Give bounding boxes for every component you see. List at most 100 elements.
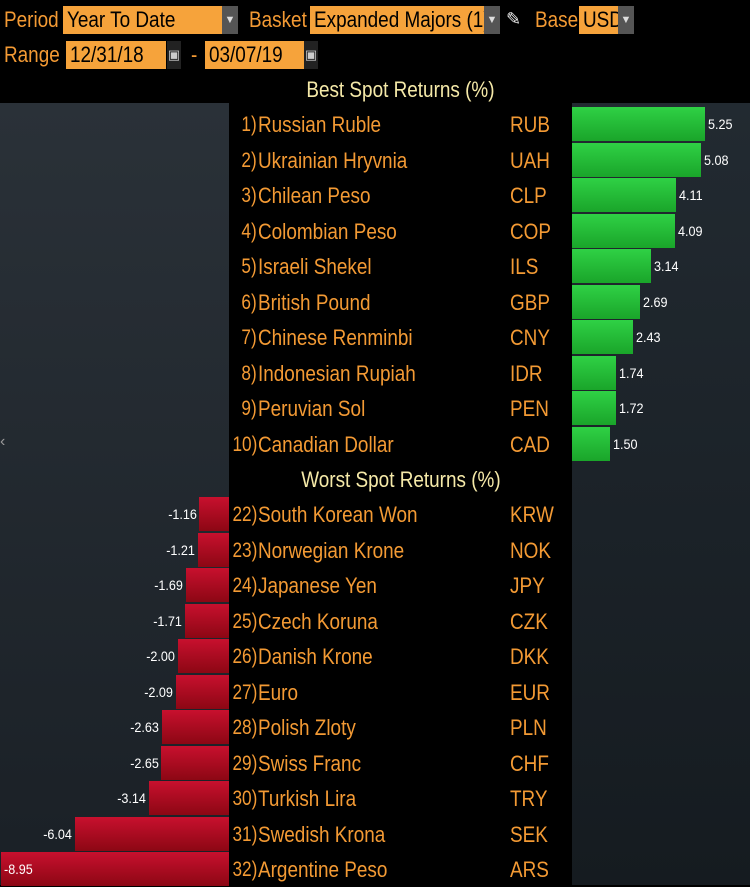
currency-name: Japanese Yen [258,573,377,598]
chevron-down-icon[interactable]: ▼ [618,6,634,34]
value-label: -2.65 [129,754,159,771]
rank-label: 32) [232,858,257,881]
currency-code: TRY [510,786,548,811]
rank-label: 25) [232,609,257,633]
range-end-input[interactable]: 03/07/19 [205,41,305,69]
base-select[interactable]: USD [579,6,619,34]
list-item[interactable]: 5) Israeli Shekel ILS 3.14 [0,249,750,284]
chevron-left-icon[interactable]: ‹ [0,433,6,450]
currency-name: Israeli Shekel [258,254,372,279]
period-select[interactable]: Year To Date [63,6,223,34]
rank-label: 1) [241,113,257,136]
worst-returns-title: Worst Spot Returns (%) [300,467,501,492]
currency-code: JPY [510,573,545,598]
period-label: Period [4,7,59,32]
value-label: -2.00 [146,648,175,664]
list-item[interactable]: 4) Colombian Peso COP 4.09 [0,213,750,249]
positive-bar [572,355,617,390]
positive-bar [572,320,634,354]
value-label: -1.71 [153,612,183,629]
negative-bar [161,710,229,744]
list-item[interactable]: 29) Swiss Franc CHF -2.65 [0,745,750,781]
negative-bar [185,568,229,602]
currency-code: CAD [510,431,550,457]
calendar-icon[interactable]: ▣ [167,41,181,69]
rank-label: 28) [232,716,257,739]
value-label: 3.14 [654,258,679,274]
control-row-range: Range 12/31/18 ▣ - 03/07/19 ▣ [0,39,750,71]
rank-label: 30) [232,787,257,810]
currency-name: Chinese Renminbi [258,325,413,350]
currency-name: Ukrainian Hryvnia [258,147,408,173]
value-label: -8.95 [4,861,33,877]
currency-name: Turkish Lira [258,786,357,811]
list-item[interactable]: 22) South Korean Won KRW -1.16 [0,497,750,532]
rank-label: 24) [232,574,257,597]
negative-bar [74,816,229,851]
value-label: 4.11 [678,187,703,203]
list-item[interactable]: 8) Indonesian Rupiah IDR 1.74 [0,355,750,391]
currency-name: Swiss Franc [258,750,362,776]
list-item[interactable]: 26) Danish Krone DKK -2.00 [0,639,750,674]
rank-label: 27) [232,680,257,704]
chevron-down-icon[interactable]: ▼ [222,6,238,34]
currency-name: Danish Krone [258,644,373,669]
value-label: 5.08 [703,151,729,168]
currency-code: COP [510,218,552,244]
rank-label: 5) [241,255,257,278]
negative-bar [185,603,229,638]
rank-label: 9) [241,397,257,420]
list-item[interactable]: 25) Czech Koruna CZK -1.71 [0,603,750,639]
negative-bar [199,497,229,531]
list-item[interactable]: 1) Russian Ruble RUB 5.25 [0,107,750,142]
currency-name: Russian Ruble [258,112,382,137]
value-label: -1.16 [167,506,197,522]
basket-select[interactable]: Expanded Majors (1) [310,6,485,34]
calendar-icon[interactable]: ▣ [304,41,318,69]
negative-bar [178,639,229,673]
currency-code: IDR [510,360,543,386]
list-item[interactable]: 24) Japanese Yen JPY -1.69 [0,568,750,603]
rank-label: 23) [232,538,257,562]
rank-label: 22) [232,503,257,526]
list-item[interactable]: 2) Ukrainian Hryvnia UAH 5.08 [0,142,750,178]
currency-name: Peruvian Sol [258,396,366,421]
currency-code: CHF [510,750,549,776]
positive-bar [572,249,652,283]
rank-label: 7) [241,326,257,349]
currency-name: South Korean Won [258,502,418,527]
negative-bar [161,745,229,780]
rank-label: 31) [232,822,257,846]
currency-code: PEN [510,396,549,421]
rank-label: 2) [241,148,257,172]
currency-name: Colombian Peso [258,218,397,244]
list-item[interactable]: 31) Swedish Krona SEK -6.04 [0,816,750,852]
chevron-down-icon[interactable]: ▼ [484,6,500,34]
negative-bar [148,781,229,815]
list-item[interactable]: 7) Chinese Renminbi CNY 2.43 [0,320,750,355]
range-start-input[interactable]: 12/31/18 [66,41,166,69]
positive-bar [572,107,705,141]
negative-bar [0,852,229,886]
positive-bar [572,142,701,177]
positive-bar [572,178,676,212]
base-label: Base [535,7,579,32]
list-item[interactable]: 32) Argentine Peso ARS -8.95 [0,852,750,887]
list-item[interactable]: 30) Turkish Lira TRY -3.14 [0,781,750,816]
list-item[interactable]: 23) Norwegian Krone NOK -1.21 [0,532,750,568]
rank-label: 4) [241,219,257,243]
list-item[interactable]: 3) Chilean Peso CLP 4.11 [0,178,750,213]
list-item[interactable]: 27) Euro EUR -2.09 [0,674,750,710]
list-item[interactable]: 9) Peruvian Sol PEN 1.72 [0,391,750,426]
value-label: 1.50 [612,435,638,452]
value-label: 2.43 [636,329,661,345]
control-row-period: Period Year To Date ▼ Basket Expanded Ma… [0,4,750,36]
value-label: 1.72 [618,400,644,416]
list-item[interactable]: 10) Canadian Dollar CAD 1.50 [0,426,750,462]
value-label: -6.04 [43,825,72,842]
currency-code: SEK [510,821,548,847]
positive-bar [572,391,616,425]
list-item[interactable]: 6) British Pound GBP 2.69 [0,284,750,320]
list-item[interactable]: 28) Polish Zloty PLN -2.63 [0,710,750,745]
pencil-icon[interactable]: ✎ [506,9,522,29]
